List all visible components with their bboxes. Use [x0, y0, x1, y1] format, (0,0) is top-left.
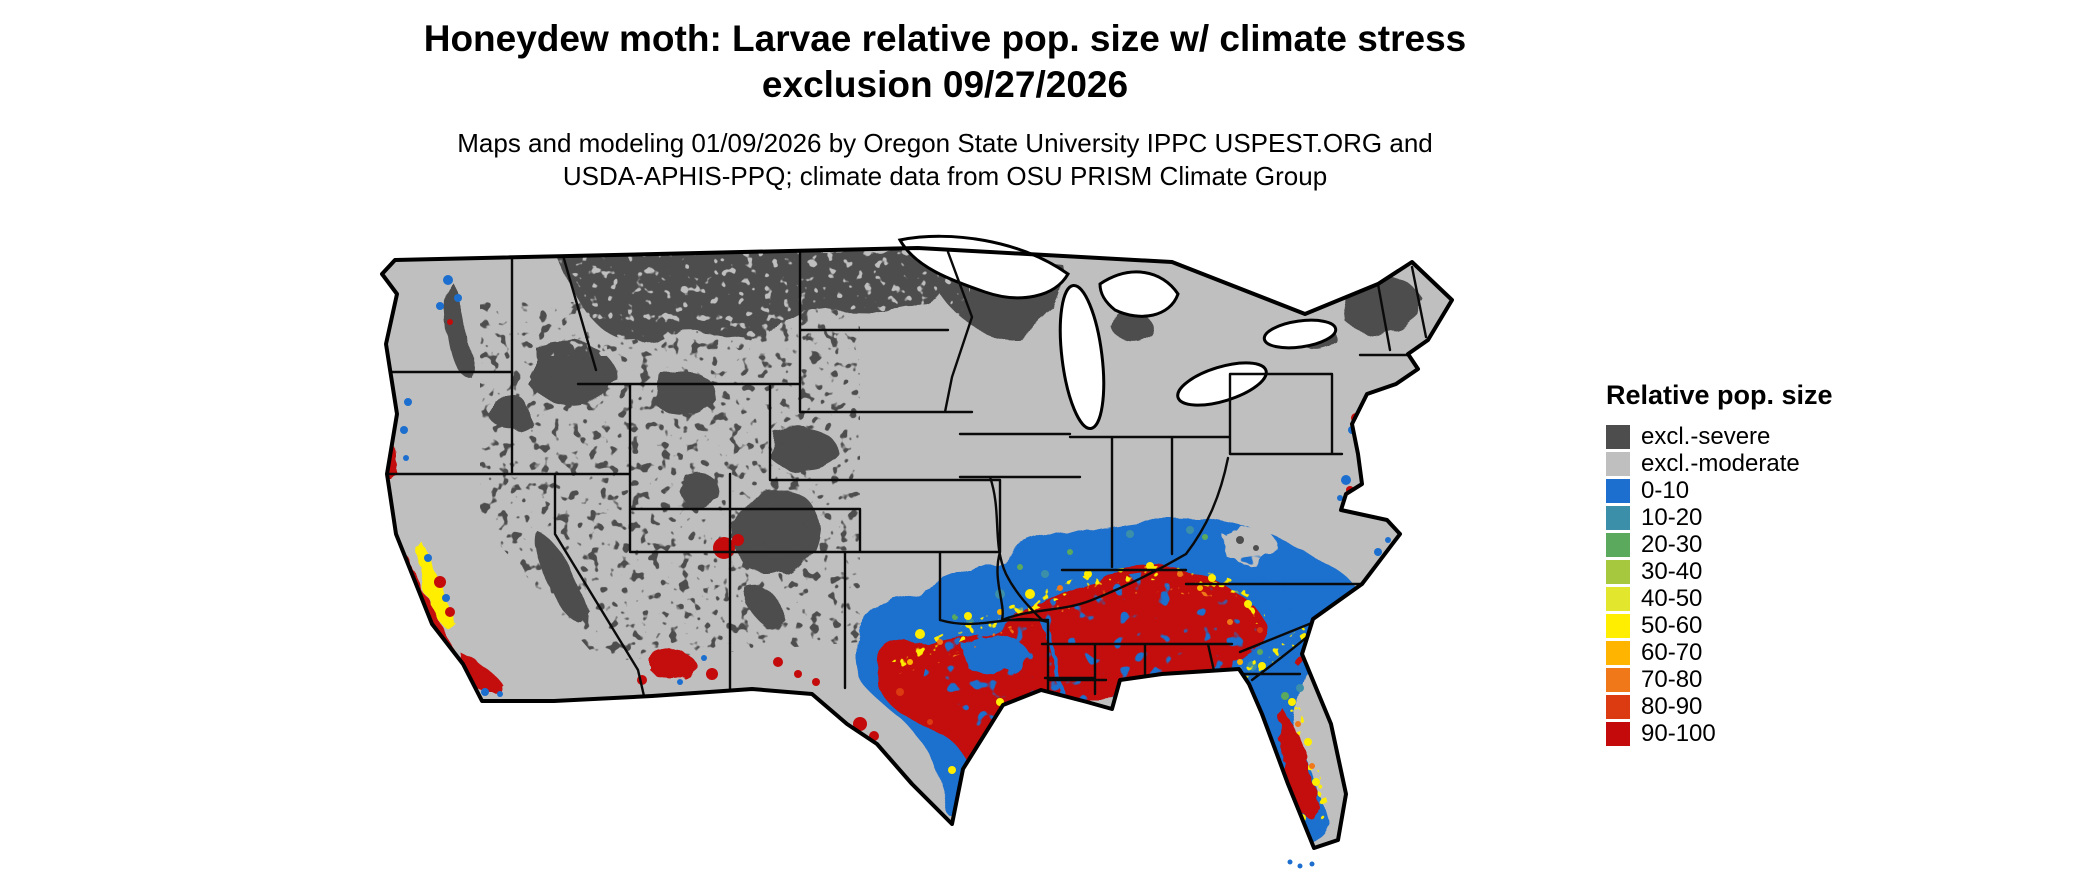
legend: Relative pop. size excl.-severe excl.-mo… [1606, 380, 1833, 747]
legend-item: 80-90 [1606, 693, 1833, 720]
legend-item: 60-70 [1606, 639, 1833, 666]
legend-item: 50-60 [1606, 612, 1833, 639]
legend-swatch [1606, 532, 1630, 557]
legend-swatch [1606, 424, 1630, 449]
layer-pop-80-90-dots [896, 627, 1263, 725]
layer-mississippi-river-blue [1039, 618, 1063, 693]
legend-item: 0-10 [1606, 477, 1833, 504]
legend-label: 80-90 [1641, 692, 1703, 720]
layer-wv-severe-specks [1236, 536, 1259, 551]
lake-michigan-shape [1058, 283, 1106, 431]
layer-yellow-band-florida [1284, 694, 1332, 822]
figure-header: Honeydew moth: Larvae relative pop. size… [0, 16, 1890, 194]
legend-label: 90-100 [1641, 719, 1716, 747]
legend-title: Relative pop. size [1606, 380, 1833, 410]
legend-swatch [1606, 505, 1630, 530]
florida-keys-specks [1287, 859, 1315, 869]
us-map [300, 222, 1550, 882]
legend-label: 50-60 [1641, 611, 1703, 639]
legend-label: 20-30 [1641, 530, 1703, 558]
state-borders [384, 250, 1428, 706]
layer-moderate-speckle-north [550, 248, 970, 356]
great-lakes [897, 234, 1338, 431]
layer-severe-speckle-west [480, 302, 860, 662]
title-line-2: exclusion 09/27/2026 [761, 64, 1129, 106]
legend-item: excl.-moderate [1606, 450, 1833, 477]
legend-item: 20-30 [1606, 531, 1833, 558]
layer-yellow-band-north [887, 566, 1266, 676]
legend-item: 90-100 [1606, 720, 1833, 747]
lake-ontario-shape [1262, 318, 1338, 350]
figure-title: Honeydew moth: Larvae relative pop. size… [0, 16, 1890, 109]
legend-swatch [1606, 586, 1630, 611]
legend-label: 40-50 [1641, 584, 1703, 612]
legend-swatch [1606, 613, 1630, 638]
legend-label: excl.-severe [1641, 422, 1771, 450]
legend-swatch [1606, 559, 1630, 584]
lake-superior-shape [897, 234, 1070, 300]
lake-huron-shape [1098, 270, 1180, 318]
legend-swatch [1606, 721, 1630, 746]
subtitle-line-2: USDA-APHIS-PPQ; climate data from OSU PR… [562, 161, 1328, 192]
layer-pop-60-70-dots [907, 585, 1243, 665]
legend-swatch [1606, 451, 1630, 476]
legend-item: excl.-severe [1606, 423, 1833, 450]
legend-label: 10-20 [1641, 503, 1703, 531]
figure-subtitle: Maps and modeling 01/09/2026 by Oregon S… [0, 127, 1890, 195]
layer-orange-band-north [897, 584, 1214, 682]
legend-item: 10-20 [1606, 504, 1833, 531]
title-line-1: Honeydew moth: Larvae relative pop. size… [423, 18, 1467, 59]
legend-label: 70-80 [1641, 665, 1703, 693]
legend-items: excl.-severe excl.-moderate 0-10 10-20 2… [1606, 423, 1833, 747]
map-raster-layers [382, 248, 1452, 848]
us-map-svg [380, 234, 1454, 869]
legend-label: 0-10 [1641, 476, 1690, 504]
legend-swatch [1606, 667, 1630, 692]
legend-label: 60-70 [1641, 638, 1703, 666]
layer-west-blue-dots [400, 275, 707, 697]
legend-label: excl.-moderate [1641, 449, 1800, 477]
legend-swatch [1606, 640, 1630, 665]
legend-item: 40-50 [1606, 585, 1833, 612]
legend-item: 70-80 [1606, 666, 1833, 693]
legend-label: 30-40 [1641, 557, 1703, 585]
layer-wv-excluded-island [1220, 525, 1276, 563]
legend-swatch [1606, 694, 1630, 719]
legend-item: 30-40 [1606, 558, 1833, 585]
subtitle-line-1: Maps and modeling 01/09/2026 by Oregon S… [457, 127, 1433, 158]
legend-swatch [1606, 478, 1630, 503]
